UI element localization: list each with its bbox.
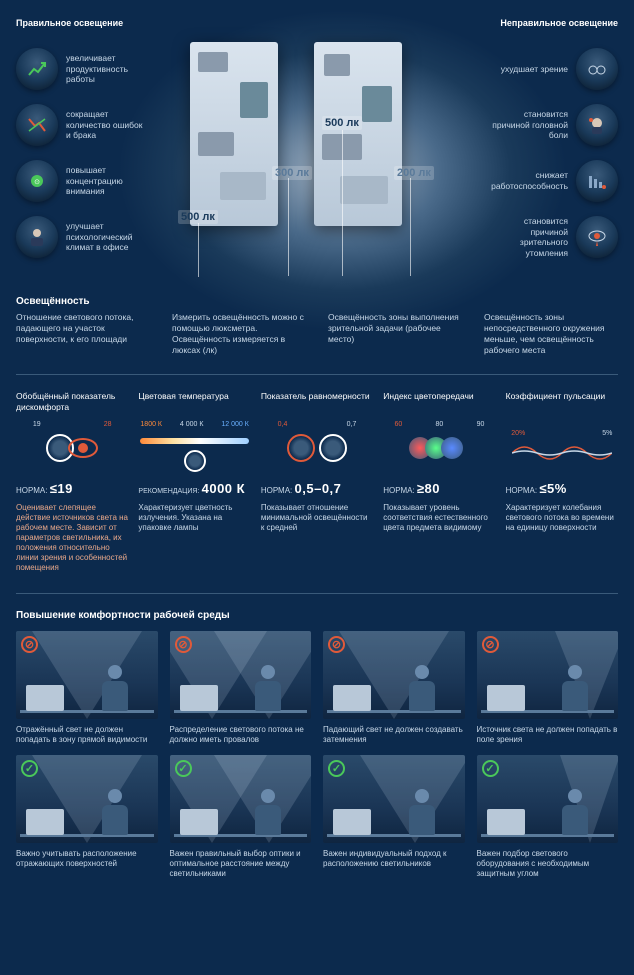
- left-item-3: улучшает психологический климат в офисе: [16, 216, 146, 258]
- lux-3: 200 лк: [394, 166, 434, 180]
- left-item-1: сокращает количество ошибок и брака: [16, 104, 146, 146]
- focus-icon: ⊙: [16, 160, 58, 202]
- bad-icon: ⊘: [175, 636, 192, 653]
- comfort-grid: ⊘ Отражённый свет не должен попадать в зо…: [16, 631, 618, 879]
- osv-col-2: Освещённость зоны выполнения зрительной …: [328, 312, 462, 356]
- panel-0-text: Отражённый свет не должен попадать в зон…: [16, 725, 158, 745]
- right-header: Неправильное освещение: [488, 18, 618, 28]
- tired-eye-icon: [576, 216, 618, 258]
- left-item-2-text: повышает концентрацию внимания: [66, 165, 146, 197]
- left-item-0-text: увеличивает продуктивность работы: [66, 53, 146, 85]
- separator-1: [16, 374, 618, 375]
- right-item-0: ухудшает зрение: [488, 48, 618, 90]
- right-item-3: становится причиной зрительного утомлени…: [488, 216, 618, 259]
- separator-2: [16, 593, 618, 594]
- top-section: Правильное освещение увеличивает продукт…: [16, 18, 618, 278]
- color-temp-gradient: [140, 438, 248, 444]
- osv-col-1: Измерить освещённость можно с помощью лю…: [172, 312, 306, 356]
- left-item-2: ⊙ повышает концентрацию внимания: [16, 160, 146, 202]
- left-item-3-text: улучшает психологический климат в офисе: [66, 221, 146, 253]
- metric-2-title: Показатель равномерности: [261, 391, 373, 413]
- osv-col-3: Освещённость зоны непосредственного окру…: [484, 312, 618, 356]
- metric-4: Коэффициент пульсации 20%5% НОРМА: ≤5% Х…: [506, 391, 618, 573]
- panel-3: ⊘ Источник света не должен попадать в пол…: [477, 631, 619, 745]
- osv-block: Освещённость Отношение светового потока,…: [16, 296, 618, 356]
- panel-6-text: Важен индивидуальный подход к расположен…: [323, 849, 465, 869]
- metric-0-title: Обобщённый показатель дискомфорта: [16, 391, 128, 413]
- person-icon: [16, 216, 58, 258]
- infographic-root: Правильное освещение увеличивает продукт…: [0, 0, 634, 897]
- metric-3-desc: Показывает уровень соответствия естестве…: [383, 503, 495, 533]
- desk-1: [190, 42, 278, 226]
- metric-4-title: Коэффициент пульсации: [506, 391, 618, 413]
- chart-down-icon: [16, 104, 58, 146]
- metric-1: Цветовая температура 1800 К4 000 К12 000…: [138, 391, 250, 573]
- left-column: Правильное освещение увеличивает продукт…: [16, 18, 146, 258]
- panel-1-text: Распределение светового потока не должно…: [170, 725, 312, 745]
- center-diagram: 500 лк 300 лк 500 лк 200 лк: [154, 18, 480, 278]
- metric-2: Показатель равномерности 0,40,7 НОРМА: 0…: [261, 391, 373, 573]
- metric-3: Индекс цветопередачи 608090 НОРМА: ≥80 П…: [383, 391, 495, 573]
- right-item-2: снижает работоспособность: [488, 160, 618, 202]
- bad-icon: ⊘: [482, 636, 499, 653]
- left-header: Правильное освещение: [16, 18, 146, 28]
- right-item-3-text: становится причиной зрительного утомлени…: [488, 216, 568, 259]
- lux-1: 300 лк: [272, 166, 312, 180]
- lux-2: 500 лк: [322, 116, 362, 130]
- right-item-0-text: ухудшает зрение: [501, 64, 568, 75]
- panel-5: ✓ Важен правильный выбор оптики и оптимал…: [170, 755, 312, 879]
- left-item-1-text: сокращает количество ошибок и брака: [66, 109, 146, 141]
- right-item-1-text: становится причиной головной боли: [488, 109, 568, 141]
- panel-7: ✓ Важен подбор светового оборудования с н…: [477, 755, 619, 879]
- panel-7-text: Важен подбор светового оборудования с не…: [477, 849, 619, 879]
- metrics-row: Обобщённый показатель дискомфорта 1928 Н…: [16, 391, 618, 573]
- metric-0-desc: Оценивает слепящее действие источников с…: [16, 503, 128, 573]
- panel-5-text: Важен правильный выбор оптики и оптималь…: [170, 849, 312, 879]
- panel-3-text: Источник света не должен попадать в поле…: [477, 725, 619, 745]
- left-item-0: увеличивает продуктивность работы: [16, 48, 146, 90]
- metric-0: Обобщённый показатель дискомфорта 1928 Н…: [16, 391, 128, 573]
- good-icon: ✓: [175, 760, 192, 777]
- metric-1-title: Цветовая температура: [138, 391, 250, 413]
- good-icon: ✓: [482, 760, 499, 777]
- metric-1-desc: Характеризует цветность излучения. Указа…: [138, 503, 250, 533]
- panel-0: ⊘Отражённый свет не должен попадать в зо…: [16, 631, 158, 745]
- svg-text:⊙: ⊙: [34, 179, 40, 186]
- panel-2: ⊘Падающий свет не должен создавать затем…: [323, 631, 465, 745]
- osv-col-0: Отношение светового потока, падающего на…: [16, 312, 150, 356]
- comfort-header: Повышение комфортности рабочей среды: [16, 610, 618, 621]
- metric-2-desc: Показывает отношение минимальной освещён…: [261, 503, 373, 533]
- right-column: Неправильное освещение ухудшает зрение с…: [488, 18, 618, 259]
- metric-4-desc: Характеризует колебания светового потока…: [506, 503, 618, 533]
- glasses-icon: [576, 48, 618, 90]
- panel-4: ✓Важно учитывать расположение отражающих…: [16, 755, 158, 879]
- panel-4-text: Важно учитывать расположение отражающих …: [16, 849, 158, 869]
- good-icon: ✓: [328, 760, 345, 777]
- osv-header: Освещённость: [16, 296, 618, 307]
- metric-3-title: Индекс цветопередачи: [383, 391, 495, 413]
- right-item-2-text: снижает работоспособность: [488, 170, 568, 191]
- right-item-1: становится причиной головной боли: [488, 104, 618, 146]
- chart-up-icon: [16, 48, 58, 90]
- headache-icon: [576, 104, 618, 146]
- panel-2-text: Падающий свет не должен создавать затемн…: [323, 725, 465, 745]
- desk-2: [314, 42, 402, 226]
- panel-6: ✓ Важен индивидуальный подход к расположе…: [323, 755, 465, 879]
- lux-0: 500 лк: [178, 210, 218, 224]
- bars-down-icon: [576, 160, 618, 202]
- panel-1: ⊘ Распределение светового потока не должн…: [170, 631, 312, 745]
